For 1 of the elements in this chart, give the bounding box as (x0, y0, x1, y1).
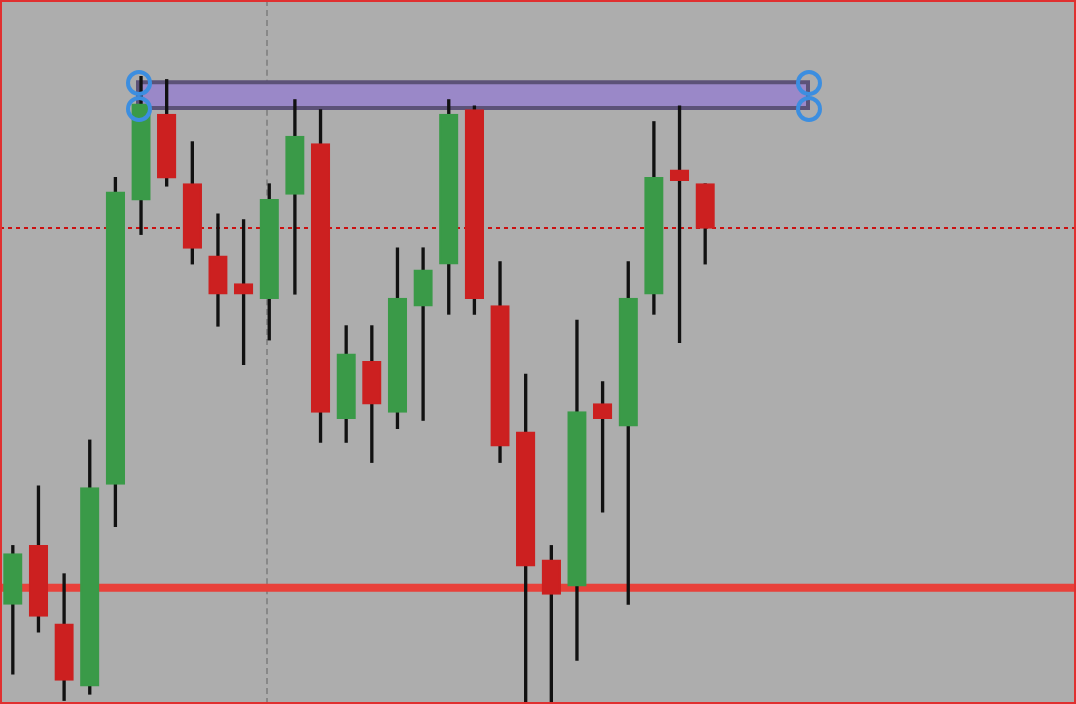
candlestick (413, 247, 433, 421)
